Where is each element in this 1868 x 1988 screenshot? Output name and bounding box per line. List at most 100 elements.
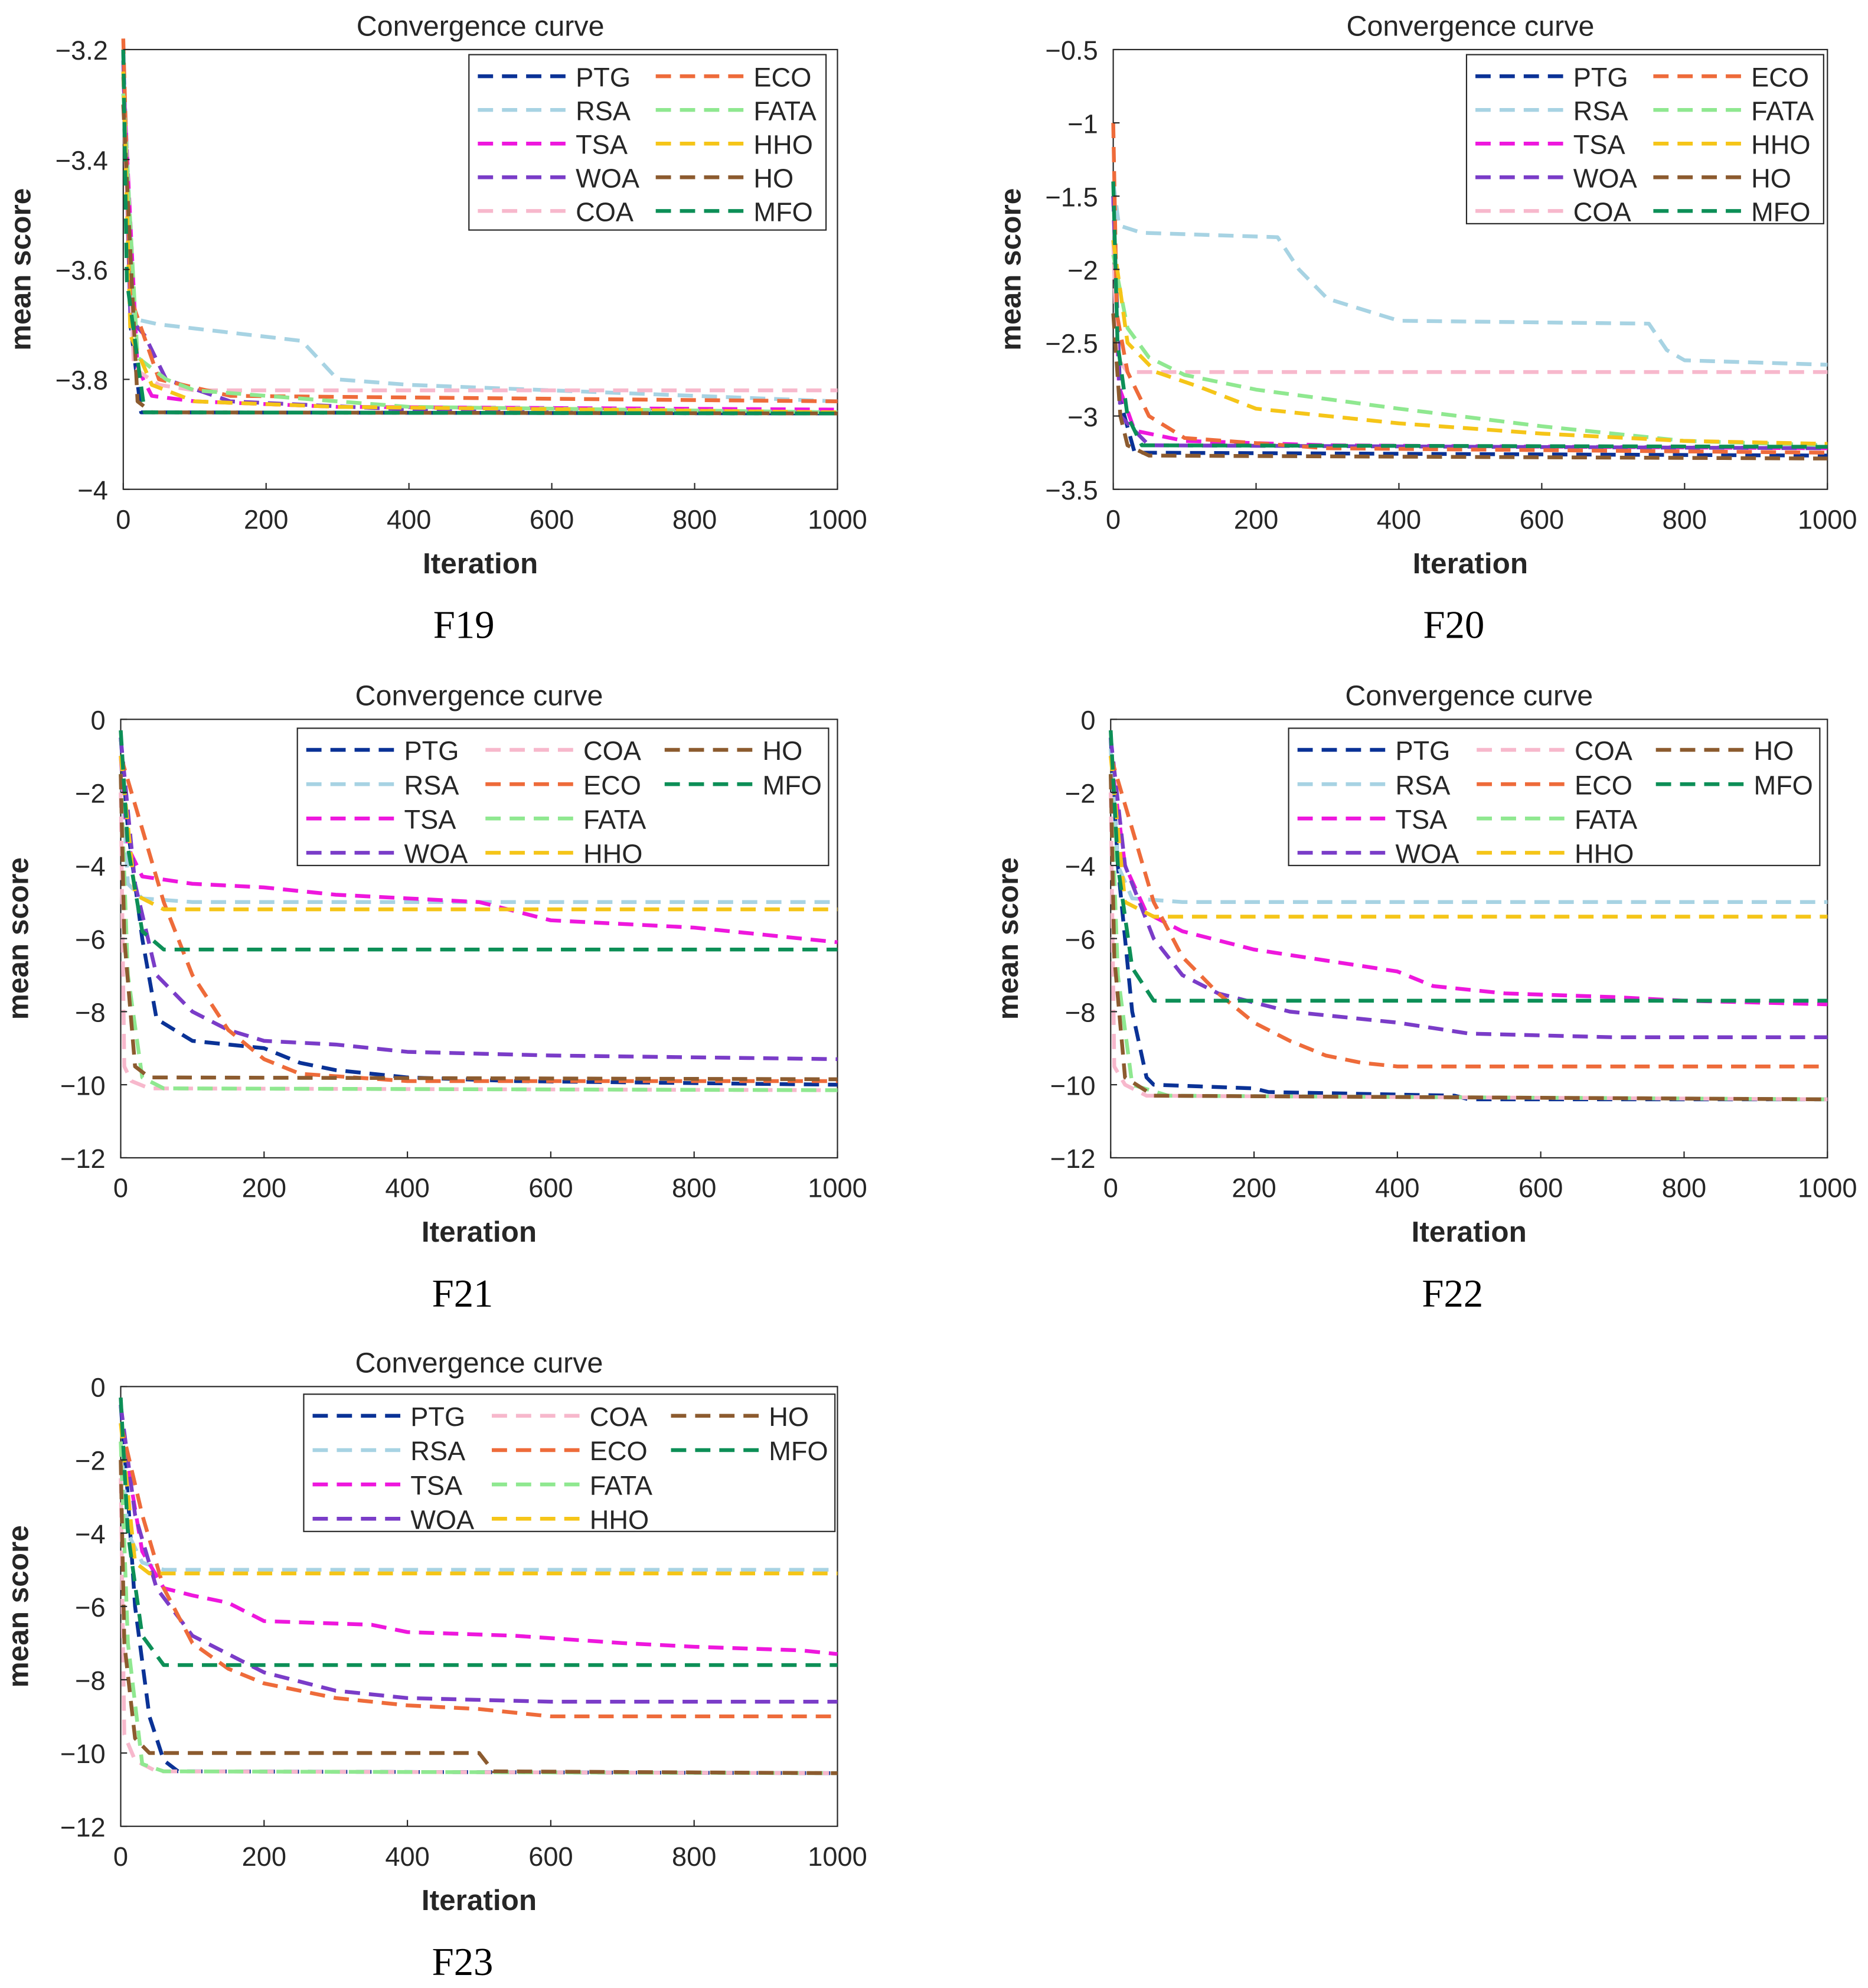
legend-label: TSA: [404, 804, 456, 834]
y-tick-label: −8: [75, 998, 106, 1028]
legend-label: COA: [583, 736, 642, 766]
series-line-mfo: [121, 49, 838, 416]
legend-label: WOA: [1573, 163, 1638, 193]
legend-label: WOA: [410, 1504, 475, 1535]
chart-title: Convergence curve: [355, 680, 603, 712]
legend-label: PTG: [1395, 736, 1450, 766]
x-tick-label: 800: [672, 1173, 716, 1203]
series-line-tsa: [1109, 755, 1828, 1007]
y-tick-label: −2: [1065, 778, 1096, 808]
y-tick-label: −10: [1050, 1070, 1096, 1101]
legend-item-hho: HHO: [485, 839, 642, 869]
legend-item-woa: WOA: [306, 839, 468, 869]
series-line-ho: [1109, 774, 1828, 1102]
legend-label: HO: [1753, 736, 1794, 766]
legend-label: HO: [769, 1402, 809, 1432]
legend-item-rsa: RSA: [1475, 96, 1629, 126]
chart-f23: 0 200 400 600 800 1000 0 −2 −4 −6 −8 −10 −12 Converge…: [2, 1347, 867, 1984]
legend-item-hho: HHO: [1653, 129, 1811, 159]
legend-label: HHO: [753, 129, 812, 159]
series-group: [1109, 730, 1828, 1102]
y-tick-label: −12: [60, 1144, 106, 1174]
legend-label: WOA: [576, 163, 640, 193]
chart-title: Convergence curve: [1345, 680, 1593, 712]
legend-item-rsa: RSA: [306, 770, 459, 800]
series-line-mfo: [119, 730, 838, 952]
legend-label: COA: [1573, 197, 1632, 227]
legend-item-ho: HO: [1653, 163, 1791, 193]
y-tick-label: 0: [91, 1373, 106, 1403]
x-axis-label: Iteration: [422, 1216, 537, 1248]
x-tick-label: 0: [113, 1842, 128, 1872]
series-group: [1111, 123, 1828, 461]
x-tick-label: 400: [1375, 1173, 1419, 1203]
chart-f22: 0 200 400 600 800 1000 0 −2 −4 −6 −8 −10 −12 Converge…: [992, 680, 1857, 1315]
series-line-eco: [1111, 123, 1828, 455]
y-tick-label: −6: [75, 925, 106, 955]
legend-label: FATA: [590, 1470, 653, 1500]
legend-label: ECO: [1575, 770, 1632, 800]
series-line-woa: [119, 1404, 838, 1704]
x-tick-label: 400: [385, 1842, 429, 1872]
legend-label: COA: [590, 1402, 648, 1432]
legend-item-mfo: MFO: [671, 1436, 828, 1466]
chart-f21: 0 200 400 600 800 1000 0 −2 −4 −6 −8 −10 −12 Converge…: [2, 680, 867, 1315]
legend-label: FATA: [583, 804, 646, 834]
y-tick-label: 0: [1080, 706, 1095, 736]
y-tick-label: −8: [1065, 998, 1096, 1028]
x-tick-label: 200: [1234, 504, 1278, 534]
y-tick-label: −6: [75, 1592, 106, 1623]
legend-label: FATA: [1575, 804, 1638, 834]
legend-label: TSA: [1395, 804, 1448, 834]
legend-label: HO: [1751, 163, 1791, 193]
y-tick-label: −2: [75, 778, 106, 808]
legend-label: PTG: [410, 1402, 465, 1432]
series-line-hho: [119, 755, 838, 912]
legend-item-woa: WOA: [478, 163, 640, 193]
x-tick-label: 600: [530, 504, 574, 534]
series-line-eco: [119, 1422, 838, 1719]
panel-caption: F21: [432, 1272, 494, 1315]
y-tick-label: −1: [1067, 109, 1098, 139]
legend: PTG RSA TSA WOA COA ECO FATA HHO HO MFO: [296, 727, 830, 869]
y-axis-label: mean score: [5, 188, 37, 351]
legend-item-woa: WOA: [1297, 839, 1459, 869]
panel-caption: F19: [433, 604, 495, 647]
legend-item-coa: COA: [1475, 197, 1632, 227]
legend-label: MFO: [763, 770, 822, 800]
series-line-fata: [119, 1441, 838, 1775]
series-line-ptg: [119, 1405, 838, 1775]
x-tick-label: 800: [1662, 1173, 1706, 1203]
x-tick-label: 1000: [808, 504, 867, 534]
legend-item-coa: COA: [1477, 736, 1633, 766]
legend-item-tsa: TSA: [478, 129, 628, 159]
y-tick-label: −4: [1065, 851, 1096, 882]
legend-label: WOA: [404, 839, 468, 869]
y-tick-label: −2.5: [1046, 329, 1098, 359]
y-tick-label: −10: [60, 1070, 106, 1101]
legend-item-ho: HO: [1655, 736, 1794, 766]
legend-item-mfo: MFO: [1655, 770, 1813, 800]
series-group: [121, 38, 838, 416]
series-line-mfo: [1111, 181, 1828, 449]
legend-label: COA: [1575, 736, 1633, 766]
y-tick-label: −4: [75, 1519, 106, 1549]
y-axis-label: mean score: [992, 857, 1024, 1020]
series-line-eco: [119, 755, 838, 1083]
legend-item-fata: FATA: [485, 804, 646, 834]
legend-label: HO: [753, 163, 793, 193]
legend-label: TSA: [576, 129, 628, 159]
x-tick-label: 0: [113, 1173, 128, 1203]
legend-label: RSA: [404, 770, 459, 800]
legend-label: FATA: [1751, 96, 1814, 126]
legend-item-ho: HO: [655, 163, 793, 193]
legend-label: PTG: [576, 62, 631, 92]
legend-label: PTG: [404, 736, 459, 766]
chart-f19: 0 200 400 600 800 1000 −3.2 −3.4 −3.6 −3.8 −4 Conve…: [5, 10, 867, 647]
legend-item-eco: ECO: [655, 62, 811, 92]
legend-item-ho: HO: [671, 1402, 809, 1432]
legend-item-tsa: TSA: [306, 804, 456, 834]
y-tick-label: −4: [77, 475, 108, 505]
chart-title: Convergence curve: [357, 10, 605, 42]
legend-label: TSA: [1573, 129, 1626, 159]
